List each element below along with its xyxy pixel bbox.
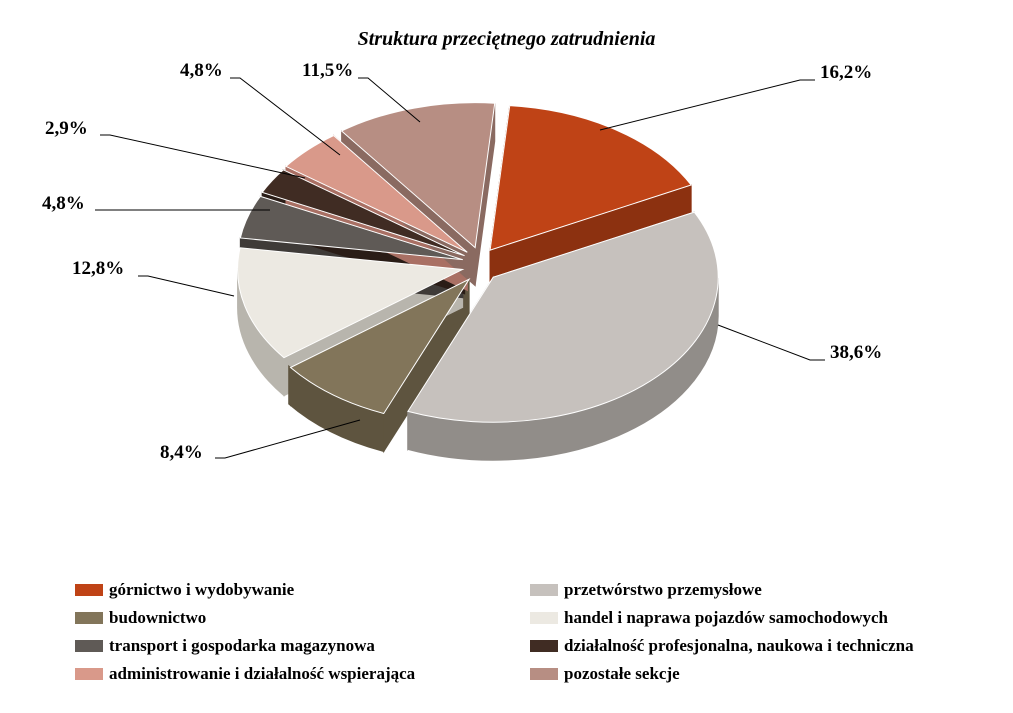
legend-item: administrowanie i działalność wspierając… bbox=[75, 664, 530, 684]
legend-swatch bbox=[530, 668, 558, 680]
legend-label: administrowanie i działalność wspierając… bbox=[109, 664, 415, 684]
legend-item: budownictwo bbox=[75, 608, 530, 628]
legend-item: przetwórstwo przemysłowe bbox=[530, 580, 985, 600]
legend-swatch bbox=[530, 584, 558, 596]
leader-line bbox=[138, 276, 234, 296]
legend-swatch bbox=[75, 584, 103, 596]
legend-item: transport i gospodarka magazynowa bbox=[75, 636, 530, 656]
legend-label: budownictwo bbox=[109, 608, 206, 628]
legend-swatch bbox=[75, 640, 103, 652]
leader-line bbox=[100, 135, 305, 178]
data-label: 8,4% bbox=[160, 442, 203, 464]
data-label: 4,8% bbox=[180, 60, 223, 82]
legend-label: górnictwo i wydobywanie bbox=[109, 580, 294, 600]
data-label: 16,2% bbox=[820, 62, 872, 84]
data-label: 4,8% bbox=[42, 193, 85, 215]
chart-container: Struktura przeciętnego zatrudnienia 16,2… bbox=[0, 0, 1013, 713]
leader-line bbox=[600, 80, 815, 130]
data-label: 12,8% bbox=[72, 258, 124, 280]
legend-swatch bbox=[75, 612, 103, 624]
pie-chart bbox=[0, 0, 1013, 560]
legend-swatch bbox=[530, 640, 558, 652]
legend: górnictwo i wydobywanie przetwórstwo prze… bbox=[75, 580, 985, 692]
legend-swatch bbox=[530, 612, 558, 624]
leader-line bbox=[215, 420, 360, 458]
legend-label: transport i gospodarka magazynowa bbox=[109, 636, 375, 656]
legend-item: handel i naprawa pojazdów samochodowych bbox=[530, 608, 985, 628]
data-label: 38,6% bbox=[830, 342, 882, 364]
legend-swatch bbox=[75, 668, 103, 680]
data-label: 11,5% bbox=[302, 60, 353, 82]
legend-label: przetwórstwo przemysłowe bbox=[564, 580, 762, 600]
legend-label: handel i naprawa pojazdów samochodowych bbox=[564, 608, 888, 628]
legend-label: pozostałe sekcje bbox=[564, 664, 680, 684]
legend-label: działalność profesjonalna, naukowa i tec… bbox=[564, 636, 914, 656]
leader-line bbox=[718, 325, 825, 360]
legend-item: działalność profesjonalna, naukowa i tec… bbox=[530, 636, 985, 656]
legend-item: pozostałe sekcje bbox=[530, 664, 985, 684]
legend-item: górnictwo i wydobywanie bbox=[75, 580, 530, 600]
data-label: 2,9% bbox=[45, 118, 88, 140]
